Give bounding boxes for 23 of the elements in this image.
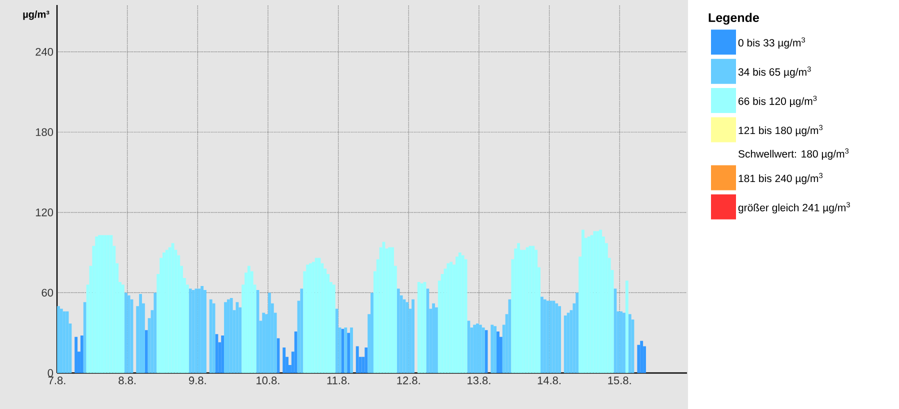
y-tick-label: 120 — [36, 208, 54, 216]
x-tick-label: 8.8. — [118, 376, 136, 384]
x-tick-label: 9.8. — [189, 376, 206, 384]
legend-label: größer gleich 241 µg/m$^{3}$ — [738, 202, 850, 214]
x-tick-label: 14.8. — [538, 376, 561, 384]
legend-label: 0 bis 33 µg/m$^{3}$ — [738, 37, 805, 49]
legend-label: 121 bis 180 µg/m$^{3}$ — [738, 124, 823, 136]
legend-label: 66 bis 120 µg/m$^{3}$ — [738, 96, 817, 108]
legend-label: 34 bis 65 µg/m$^{3}$ — [738, 66, 811, 78]
legend-title: Legende — [708, 12, 759, 25]
x-tick-label: 10.8. — [256, 376, 280, 384]
x-tick-label: 7.8. — [48, 376, 66, 384]
x-tick-label: 12.8. — [397, 376, 420, 384]
x-tick-label: 13.8. — [468, 376, 490, 384]
y-tick-label: 0 — [48, 369, 54, 377]
legend-label: 181 bis 240 µg/m$^{3}$ — [738, 172, 823, 184]
y-axis-title: µg/m³ — [23, 10, 50, 20]
x-tick-label: 11.8. — [327, 376, 350, 384]
y-tick-label: 180 — [36, 128, 54, 136]
y-tick-label: 60 — [42, 288, 54, 297]
y-tick-label: 240 — [36, 48, 54, 56]
text: Schwellwert: 180 µg/m$^{3}$ — [738, 148, 849, 160]
x-tick-label: 15.8. — [608, 376, 631, 384]
